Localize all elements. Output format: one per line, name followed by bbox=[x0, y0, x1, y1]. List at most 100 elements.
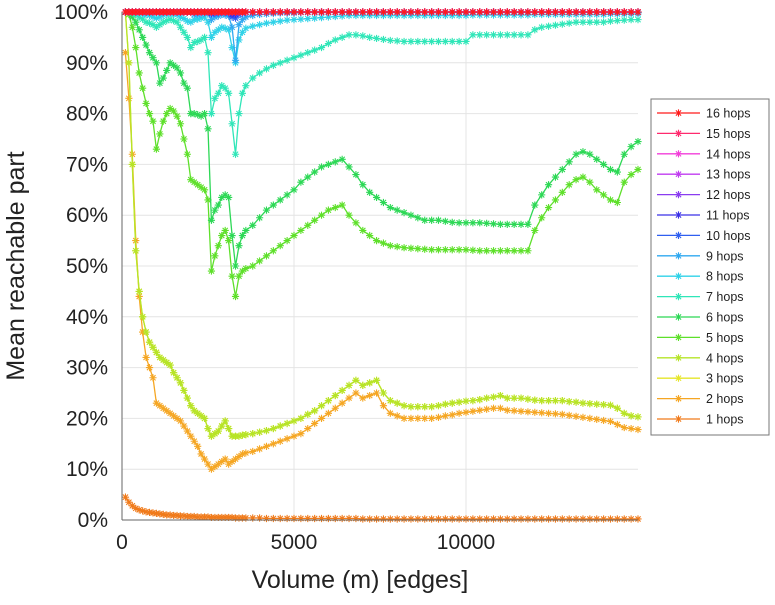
data-point-marker bbox=[606, 8, 615, 16]
data-point-marker bbox=[620, 409, 628, 417]
data-point-marker bbox=[256, 69, 264, 77]
data-point-marker bbox=[228, 231, 236, 240]
data-point-marker bbox=[421, 403, 429, 411]
data-point-marker bbox=[538, 397, 546, 405]
data-point-marker bbox=[317, 414, 326, 422]
data-point-marker bbox=[290, 514, 298, 523]
data-point-marker bbox=[262, 442, 271, 450]
data-point-marker bbox=[674, 211, 683, 219]
data-point-marker bbox=[544, 409, 553, 417]
data-point-marker bbox=[218, 231, 226, 240]
data-point-marker bbox=[142, 41, 150, 49]
data-point-marker bbox=[531, 201, 539, 209]
data-point-marker bbox=[366, 33, 374, 41]
legend-label: 3 hops bbox=[706, 372, 744, 386]
data-point-marker bbox=[586, 178, 594, 186]
data-point-marker bbox=[228, 43, 236, 52]
data-point-marker bbox=[128, 13, 136, 21]
data-point-marker bbox=[152, 399, 160, 407]
data-point-marker bbox=[538, 409, 546, 417]
legend-label: 9 hops bbox=[706, 249, 744, 263]
data-point-marker bbox=[338, 201, 346, 209]
data-point-marker bbox=[311, 168, 319, 176]
data-point-marker bbox=[379, 239, 388, 247]
data-point-marker bbox=[145, 19, 154, 27]
data-point-marker bbox=[544, 397, 553, 405]
data-point-marker bbox=[441, 400, 449, 408]
data-point-marker bbox=[558, 410, 566, 418]
data-point-marker bbox=[149, 21, 157, 29]
data-point-marker bbox=[276, 59, 284, 67]
data-point-marker bbox=[331, 404, 339, 412]
data-point-marker bbox=[128, 502, 136, 510]
data-point-marker bbox=[538, 191, 546, 199]
data-point-marker bbox=[462, 515, 470, 523]
data-point-marker bbox=[483, 405, 491, 413]
data-point-marker bbox=[156, 402, 164, 410]
data-point-marker bbox=[538, 8, 546, 16]
data-point-marker bbox=[579, 8, 587, 16]
data-point-marker bbox=[510, 407, 518, 415]
data-point-marker bbox=[283, 514, 291, 523]
data-point-marker bbox=[386, 515, 394, 523]
data-point-marker bbox=[551, 8, 560, 16]
data-point-marker bbox=[489, 393, 498, 401]
data-point-marker bbox=[132, 18, 140, 26]
data-point-marker bbox=[606, 515, 615, 523]
data-point-marker bbox=[613, 515, 621, 523]
data-point-marker bbox=[225, 237, 233, 245]
data-point-marker bbox=[386, 36, 394, 45]
data-point-marker bbox=[225, 89, 233, 97]
series-7-hops bbox=[121, 8, 642, 158]
data-point-marker bbox=[366, 379, 374, 387]
data-point-marker bbox=[503, 406, 511, 414]
data-point-marker bbox=[262, 426, 271, 435]
data-point-marker bbox=[311, 46, 319, 54]
data-point-marker bbox=[218, 193, 226, 202]
data-point-marker bbox=[531, 8, 539, 16]
data-point-marker bbox=[606, 401, 615, 409]
data-point-marker bbox=[235, 36, 243, 44]
data-point-marker bbox=[379, 8, 388, 16]
data-point-marker bbox=[551, 410, 560, 418]
data-point-marker bbox=[290, 432, 298, 440]
data-point-marker bbox=[627, 412, 635, 420]
data-point-marker bbox=[462, 408, 470, 416]
data-point-marker bbox=[180, 386, 188, 395]
data-point-marker bbox=[627, 515, 635, 523]
data-point-marker bbox=[428, 8, 436, 16]
data-point-marker bbox=[163, 110, 171, 118]
data-point-marker bbox=[331, 514, 339, 523]
data-point-marker bbox=[249, 221, 257, 229]
data-point-marker bbox=[503, 31, 511, 39]
data-point-marker bbox=[256, 428, 264, 436]
data-point-marker bbox=[400, 209, 408, 217]
y-tick-label: 100% bbox=[54, 1, 108, 24]
data-point-marker bbox=[414, 403, 422, 411]
data-point-marker bbox=[139, 313, 147, 321]
data-point-marker bbox=[455, 8, 463, 16]
data-point-marker bbox=[613, 168, 621, 176]
data-point-marker bbox=[331, 36, 339, 44]
data-point-marker bbox=[531, 396, 539, 404]
data-point-marker bbox=[393, 243, 401, 251]
y-tick-label: 20% bbox=[66, 407, 108, 430]
data-point-marker bbox=[125, 59, 133, 67]
data-point-marker bbox=[400, 414, 408, 422]
data-point-marker bbox=[256, 257, 264, 265]
data-point-marker bbox=[149, 374, 157, 382]
data-point-marker bbox=[441, 217, 449, 225]
data-point-marker bbox=[249, 22, 257, 30]
data-point-marker bbox=[345, 514, 353, 523]
data-point-marker bbox=[441, 8, 449, 16]
data-point-marker bbox=[483, 515, 491, 523]
data-point-marker bbox=[496, 515, 504, 523]
data-point-marker bbox=[372, 237, 381, 245]
data-point-marker bbox=[531, 226, 539, 235]
data-point-marker bbox=[600, 416, 608, 425]
data-point-marker bbox=[345, 8, 353, 16]
data-point-marker bbox=[448, 399, 456, 407]
data-point-marker bbox=[407, 211, 415, 219]
data-point-marker bbox=[221, 455, 229, 463]
data-point-marker bbox=[606, 17, 615, 25]
